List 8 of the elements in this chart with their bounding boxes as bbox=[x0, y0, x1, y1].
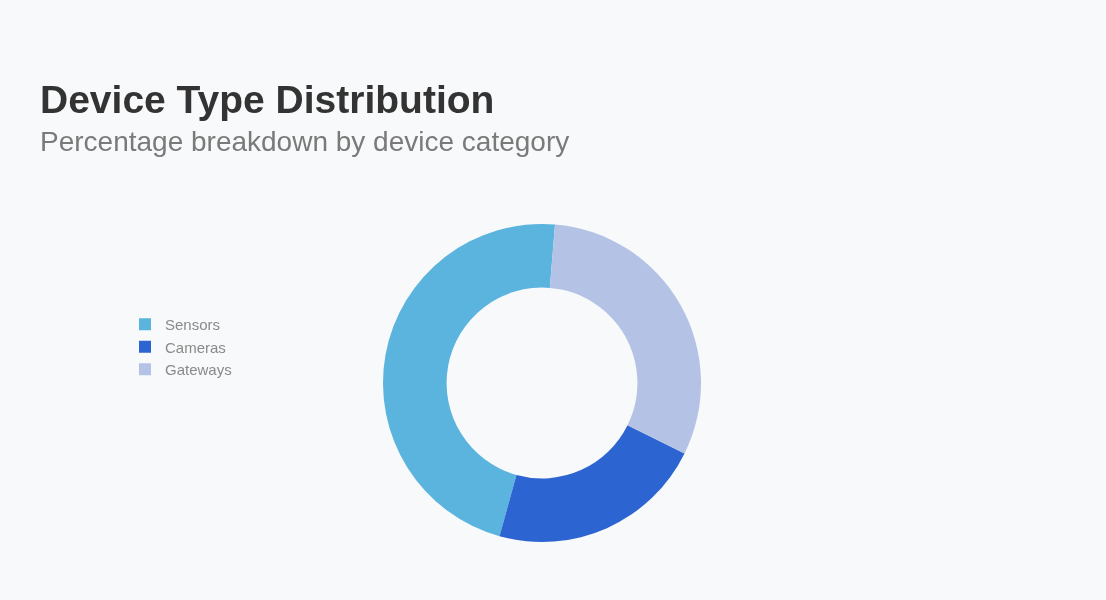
donut-slice bbox=[499, 425, 685, 542]
legend-label: Gateways bbox=[165, 361, 232, 379]
legend-label: Cameras bbox=[165, 338, 226, 356]
chart-title: Device Type Distribution bbox=[40, 78, 495, 122]
donut-slice bbox=[383, 224, 556, 537]
chart-subtitle: Percentage breakdown by device category bbox=[40, 126, 570, 157]
legend-label: Sensors bbox=[165, 316, 221, 334]
donut-slice bbox=[549, 224, 701, 454]
